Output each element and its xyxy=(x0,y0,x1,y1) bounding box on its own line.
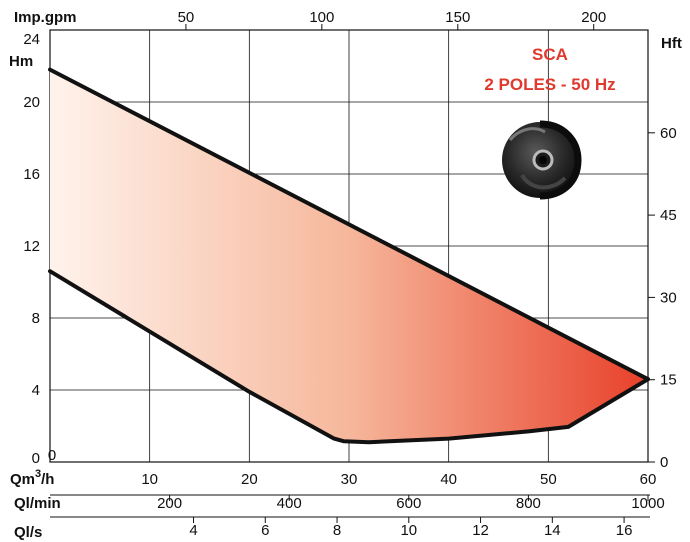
top-tick-label: 100 xyxy=(309,9,334,26)
impeller-photo-icon xyxy=(502,120,582,200)
bottom-axis-lmin-ticks: 200 400 600 800 1000 xyxy=(157,495,665,512)
left-tick-label: 4 xyxy=(32,382,40,399)
m3h-label-main: Qm xyxy=(10,471,35,488)
right-tick-label: 0 xyxy=(660,454,668,471)
left-tick-label: 16 xyxy=(23,166,40,183)
bottom-axis-m3h-label: Qm3/h xyxy=(10,468,54,488)
left-tick-label: 0 xyxy=(32,450,40,467)
m3h-label-suffix: /h xyxy=(41,471,54,488)
left-axis-ticks: 0 4 8 12 16 20 24 xyxy=(23,31,40,467)
right-tick-label: 30 xyxy=(660,289,677,306)
m3h-label-sup: 3 xyxy=(35,468,41,480)
ls-tick-label: 14 xyxy=(544,522,561,539)
bottom-axis-ls-label: Ql/s xyxy=(14,524,42,541)
lmin-tick-label: 800 xyxy=(516,495,541,512)
bottom-tick-label: 60 xyxy=(640,471,657,488)
ls-tick-label: 8 xyxy=(333,522,341,539)
bottom-axis-ls-ticks: 4 6 8 10 12 14 16 xyxy=(189,517,632,539)
left-tick-label: 20 xyxy=(23,94,40,111)
right-tick-label: 60 xyxy=(660,125,677,142)
lmin-tick-label: 400 xyxy=(277,495,302,512)
bottom-tick-label: 40 xyxy=(440,471,457,488)
bottom-axis-lmin-label: Ql/min xyxy=(14,495,61,512)
performance-area xyxy=(50,69,648,443)
bottom-tick-label: 50 xyxy=(540,471,557,488)
bottom-tick-label: 30 xyxy=(341,471,358,488)
chart-subtitle: 2 POLES - 50 Hz xyxy=(484,75,615,94)
right-tick-label: 45 xyxy=(660,207,677,224)
left-axis-label: Hm xyxy=(9,53,33,70)
top-tick-label: 200 xyxy=(581,9,606,26)
lmin-tick-label: 200 xyxy=(157,495,182,512)
ls-tick-label: 12 xyxy=(472,522,489,539)
top-axis-label: Imp.gpm xyxy=(14,9,77,26)
ls-tick-label: 10 xyxy=(400,522,417,539)
chart-title: SCA xyxy=(532,45,568,64)
bottom-axis-m3h-ticks: 0 10 20 30 40 50 60 xyxy=(48,447,657,488)
lower-curve-line xyxy=(48,269,650,445)
top-tick-label: 150 xyxy=(445,9,470,26)
lmin-tick-label: 600 xyxy=(396,495,421,512)
lmin-tick-label: 1000 xyxy=(631,495,664,512)
upper-curve-line xyxy=(48,67,650,382)
right-tick-label: 15 xyxy=(660,372,677,389)
right-axis-label: Hft xyxy=(661,35,682,52)
left-tick-label: 8 xyxy=(32,310,40,327)
ls-tick-label: 16 xyxy=(616,522,633,539)
ls-tick-label: 6 xyxy=(261,522,269,539)
top-axis-ticks: 50 100 150 200 xyxy=(178,9,606,30)
bottom-tick-label: 10 xyxy=(141,471,158,488)
right-axis-ticks: 0 15 30 45 60 xyxy=(648,125,677,471)
left-tick-label: 12 xyxy=(23,238,40,255)
bottom-tick-label: 20 xyxy=(241,471,258,488)
bottom-tick-label: 0 xyxy=(48,447,56,464)
ls-tick-label: 4 xyxy=(189,522,197,539)
left-tick-label: 24 xyxy=(23,31,40,48)
top-tick-label: 50 xyxy=(178,9,195,26)
